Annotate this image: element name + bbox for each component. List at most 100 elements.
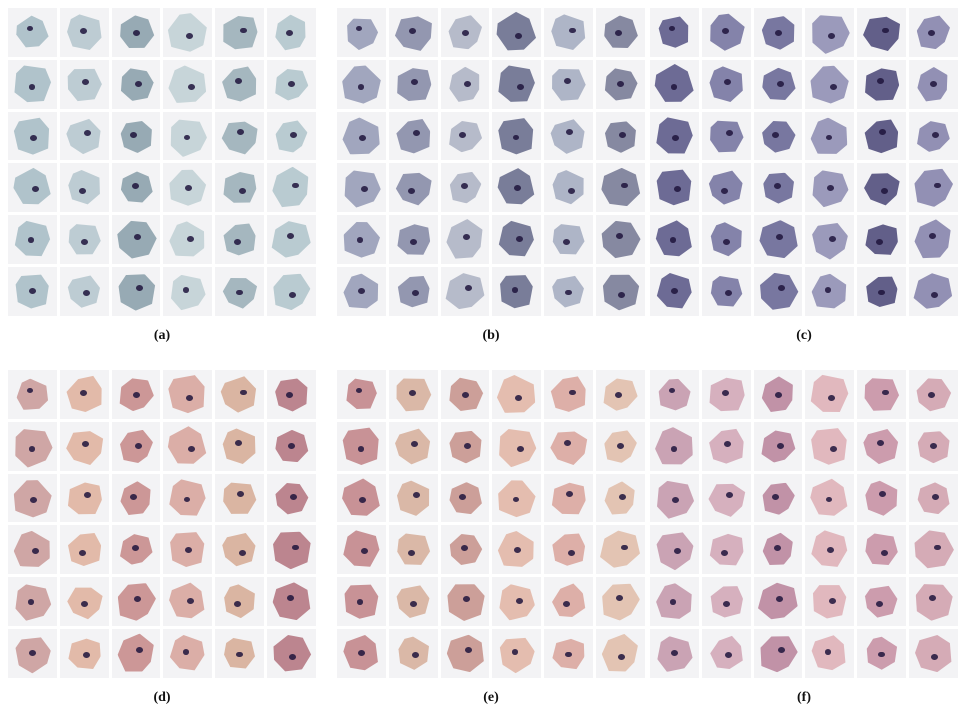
cell-tile [857,59,907,109]
cell-nucleus [829,598,837,605]
squamous-cell-image [548,12,589,53]
cell-nucleus [674,185,682,192]
cell-nucleus [568,27,576,34]
cell-tile [650,267,699,316]
cell-tile [59,215,109,265]
cell-nucleus [565,491,573,498]
cell-nucleus [182,287,190,294]
cell-nucleus [618,292,625,298]
cell-nucleus [777,443,784,450]
cell-nucleus [465,646,472,653]
panel-d [8,370,316,678]
cell-tile [805,525,855,575]
cell-nucleus [358,649,366,656]
panel-caption-d: (d) [153,690,171,705]
cell-nucleus [133,392,140,399]
cell-nucleus [186,394,194,401]
cell-nucleus [292,544,299,551]
cell-nucleus [357,446,365,453]
cell-tile [111,421,161,471]
cell-nucleus [828,32,836,39]
cell-nucleus [182,649,190,656]
cell-nucleus [188,445,196,452]
squamous-cell-image [392,477,435,520]
cell-tile [59,421,109,471]
cell-tile [59,473,109,523]
panel-f [650,370,958,678]
cell-tile [701,267,751,316]
cell-nucleus [26,387,34,394]
cell-nucleus [130,494,138,501]
cell-tile [215,8,265,57]
cell-nucleus [670,446,678,453]
cell-tile [440,577,490,627]
cell-tile [701,370,751,419]
cell-tile [388,629,438,678]
cell-nucleus [670,84,678,91]
cell-tile [650,577,699,627]
cell-nucleus [723,78,731,85]
squamous-cell-image [441,578,488,625]
cell-tile [337,267,386,316]
cell-tile [701,525,751,575]
cell-nucleus [464,443,471,450]
cell-tile [267,629,316,678]
cell-tile [163,215,213,265]
panel-b [337,8,645,316]
cell-image-grid-f [650,370,958,678]
cell-tile [59,577,109,627]
cell-tile [59,525,109,575]
cell-nucleus [185,185,193,192]
cell-tile [805,111,855,161]
cell-nucleus [130,132,138,139]
cell-nucleus [136,646,143,653]
cell-nucleus [355,25,363,32]
cell-nucleus [136,284,143,291]
squamous-cell-image [864,66,900,102]
cell-tile [857,267,907,316]
panel-caption-a: (a) [153,328,171,343]
cell-tile [8,163,57,213]
cell-nucleus [32,547,40,554]
cell-nucleus [567,549,575,556]
cell-tile [909,577,958,627]
cell-nucleus [775,30,782,37]
cell-tile [215,59,265,109]
cell-tile [388,163,438,213]
cell-nucleus [778,284,785,291]
cell-tile [753,267,803,316]
cell-tile [753,111,803,161]
cell-nucleus [720,188,728,195]
cell-nucleus [465,284,472,291]
cell-nucleus [564,289,572,296]
cell-tile [267,59,316,109]
cell-tile [544,111,594,161]
cell-nucleus [725,129,733,136]
cell-nucleus [185,547,193,554]
cell-nucleus [82,290,90,296]
cell-tile [8,59,57,109]
cell-tile [701,629,751,678]
cell-tile [544,577,594,627]
cell-nucleus [621,182,628,189]
cell-tile [544,163,594,213]
cell-nucleus [81,78,89,85]
cell-nucleus [671,649,679,656]
cell-nucleus [511,649,519,656]
cell-nucleus [827,547,835,554]
cell-nucleus [233,238,241,245]
cell-nucleus [563,440,571,447]
cell-nucleus [567,187,575,194]
cell-tile [701,215,751,265]
cell-nucleus [674,547,682,554]
cell-tile [163,577,213,627]
cell-nucleus [774,545,781,551]
cell-tile [596,577,645,627]
cell-tile [492,629,542,678]
panel-caption-b: (b) [482,328,500,343]
cell-tile [701,8,751,57]
cell-tile [337,421,386,471]
cell-nucleus [669,598,677,605]
squamous-cell-image [860,477,903,520]
squamous-cell-image [546,372,591,417]
